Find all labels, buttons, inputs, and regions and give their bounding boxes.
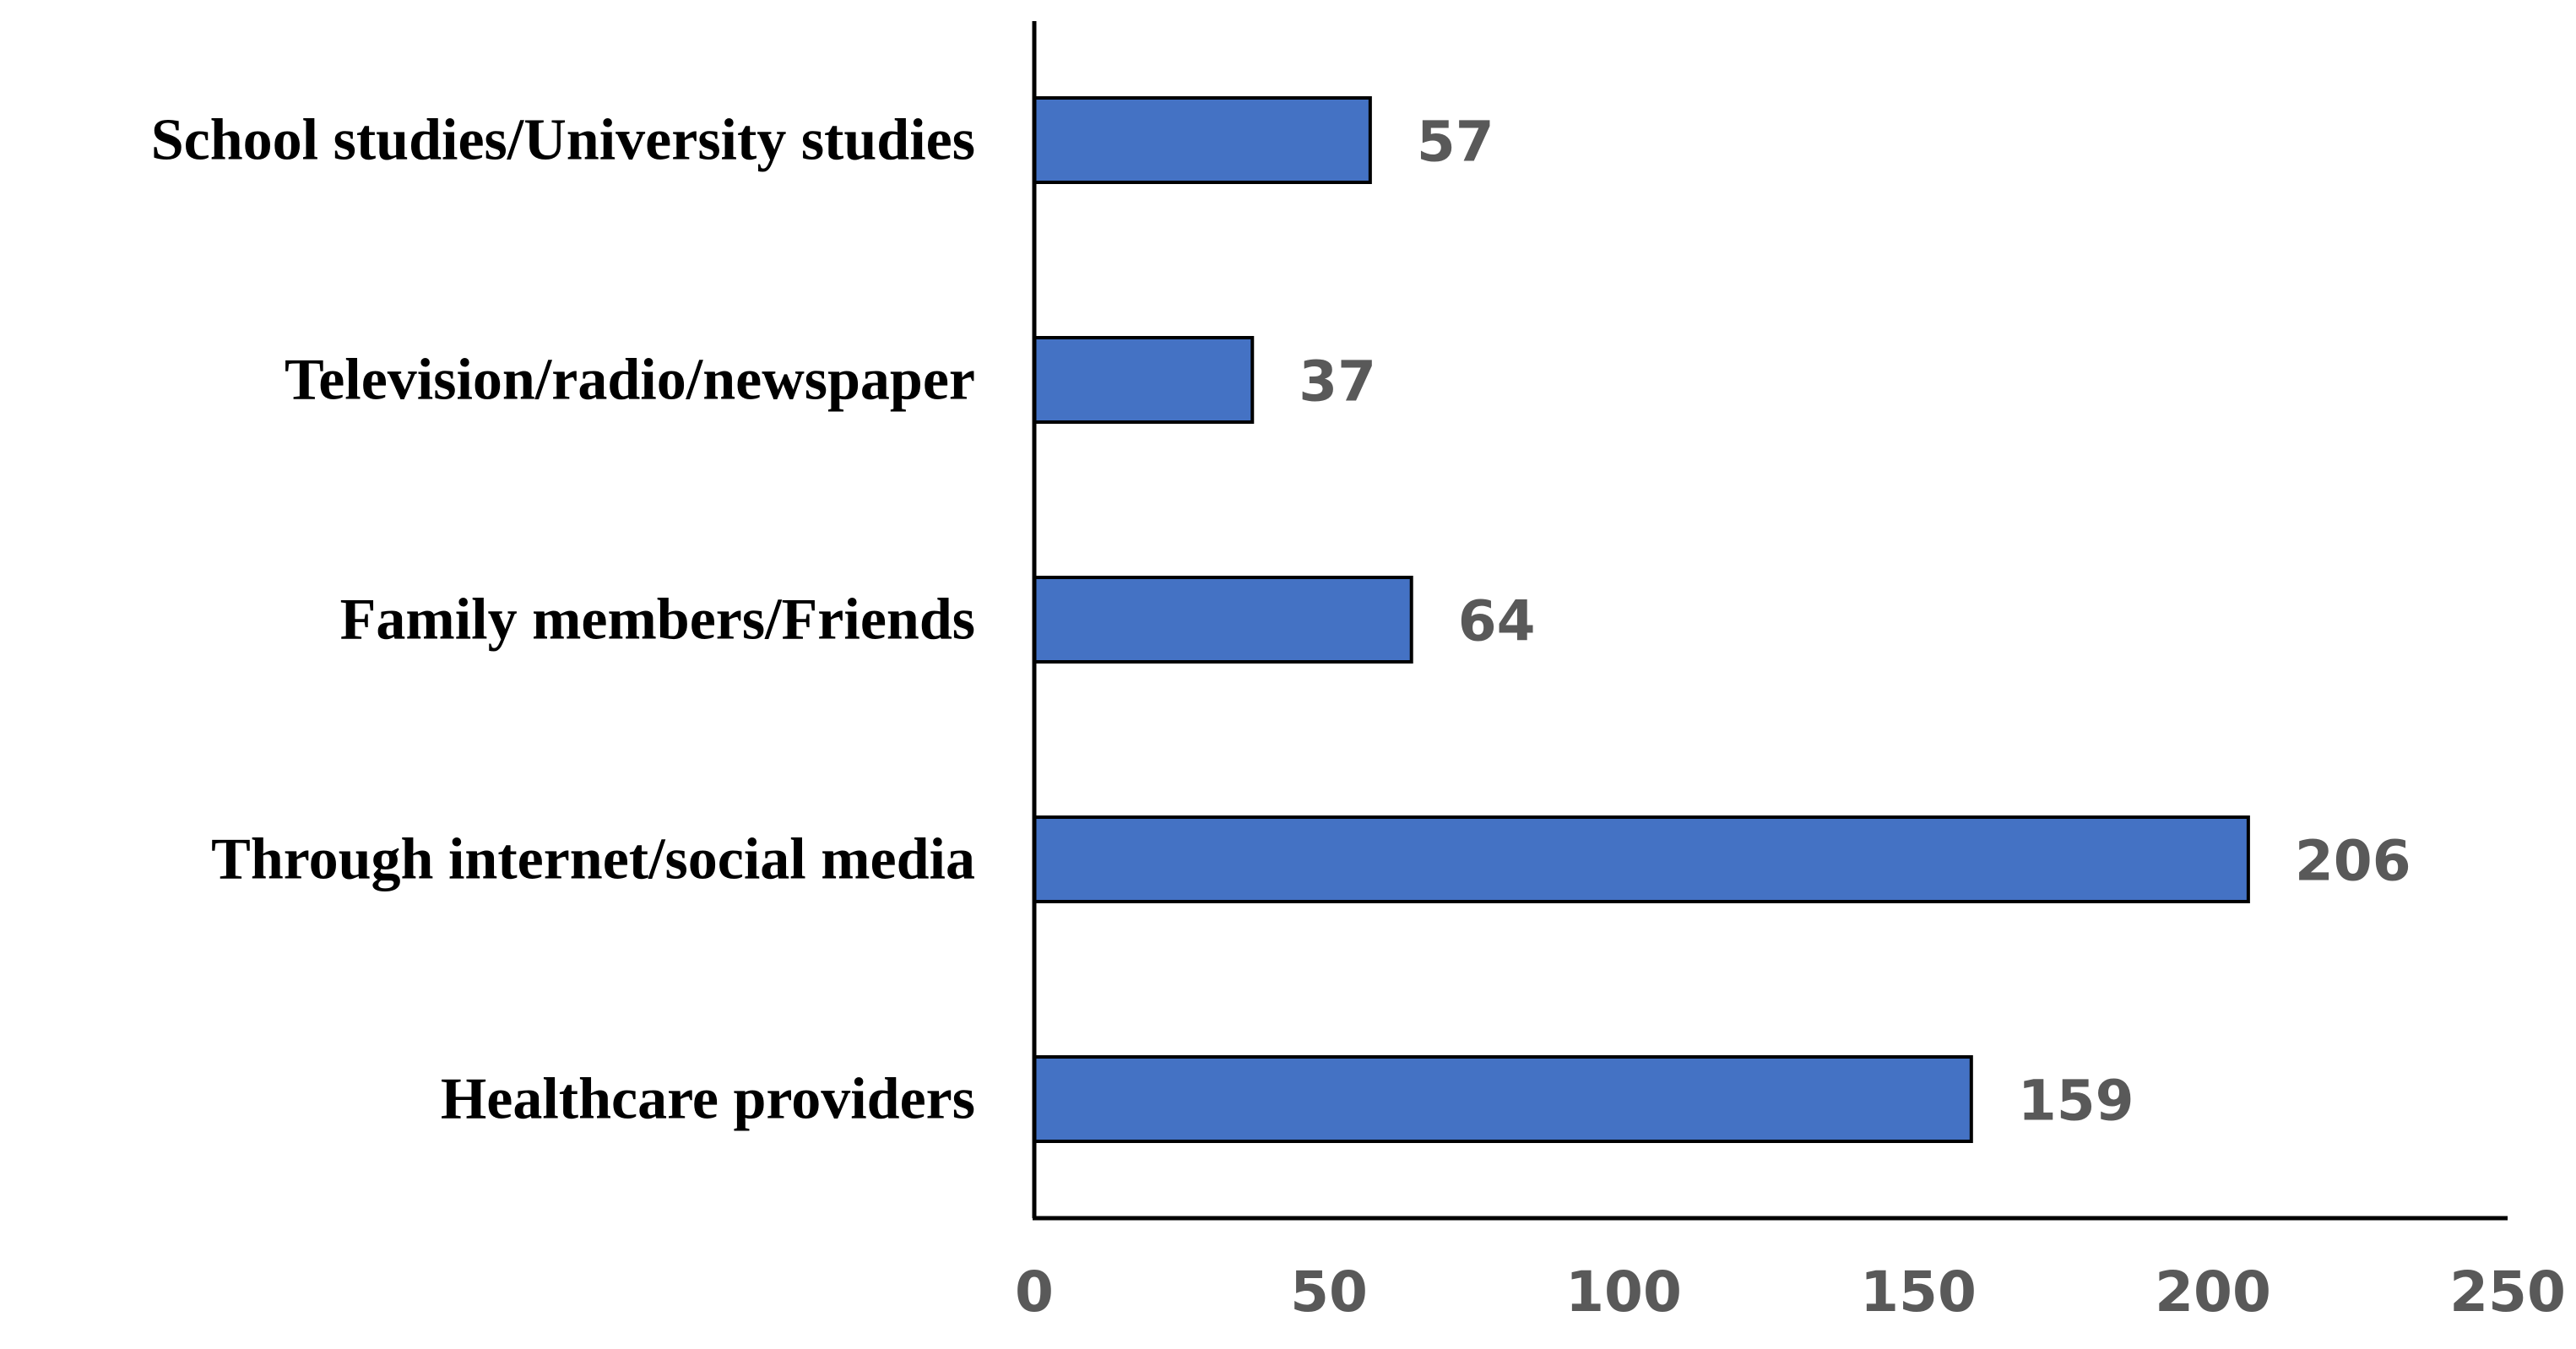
- bar-3: [1033, 815, 2250, 903]
- category-label: Television/radio/newspaper: [285, 348, 975, 413]
- bars-layer: [1033, 96, 2250, 1143]
- bar-0: [1033, 96, 1372, 184]
- bar-4: [1033, 1055, 1973, 1143]
- data-label: 64: [1458, 589, 1536, 654]
- x-tick-label: 200: [2155, 1260, 2271, 1325]
- x-tick-label: 50: [1290, 1260, 1368, 1325]
- category-label: School studies/University studies: [151, 108, 975, 173]
- data-label: 57: [1417, 110, 1494, 175]
- data-label: 206: [2295, 829, 2411, 894]
- data-label: 37: [1299, 349, 1376, 414]
- x-tick-label: 100: [1565, 1260, 1682, 1325]
- category-label: Family members/Friends: [340, 588, 975, 653]
- category-label: Through internet/social media: [211, 827, 975, 892]
- x-tick-label: 250: [2449, 1260, 2566, 1325]
- bar-1: [1033, 336, 1255, 424]
- x-tick-label: 150: [1860, 1260, 1977, 1325]
- data-label: 159: [2018, 1069, 2134, 1134]
- x-tick-label: 0: [1015, 1260, 1054, 1325]
- labels-layer: School studies/University studies 57 Telev…: [151, 108, 2566, 1325]
- category-label: Healthcare providers: [441, 1067, 975, 1132]
- bar-2: [1033, 576, 1413, 664]
- axes-layer: [1032, 21, 2508, 1221]
